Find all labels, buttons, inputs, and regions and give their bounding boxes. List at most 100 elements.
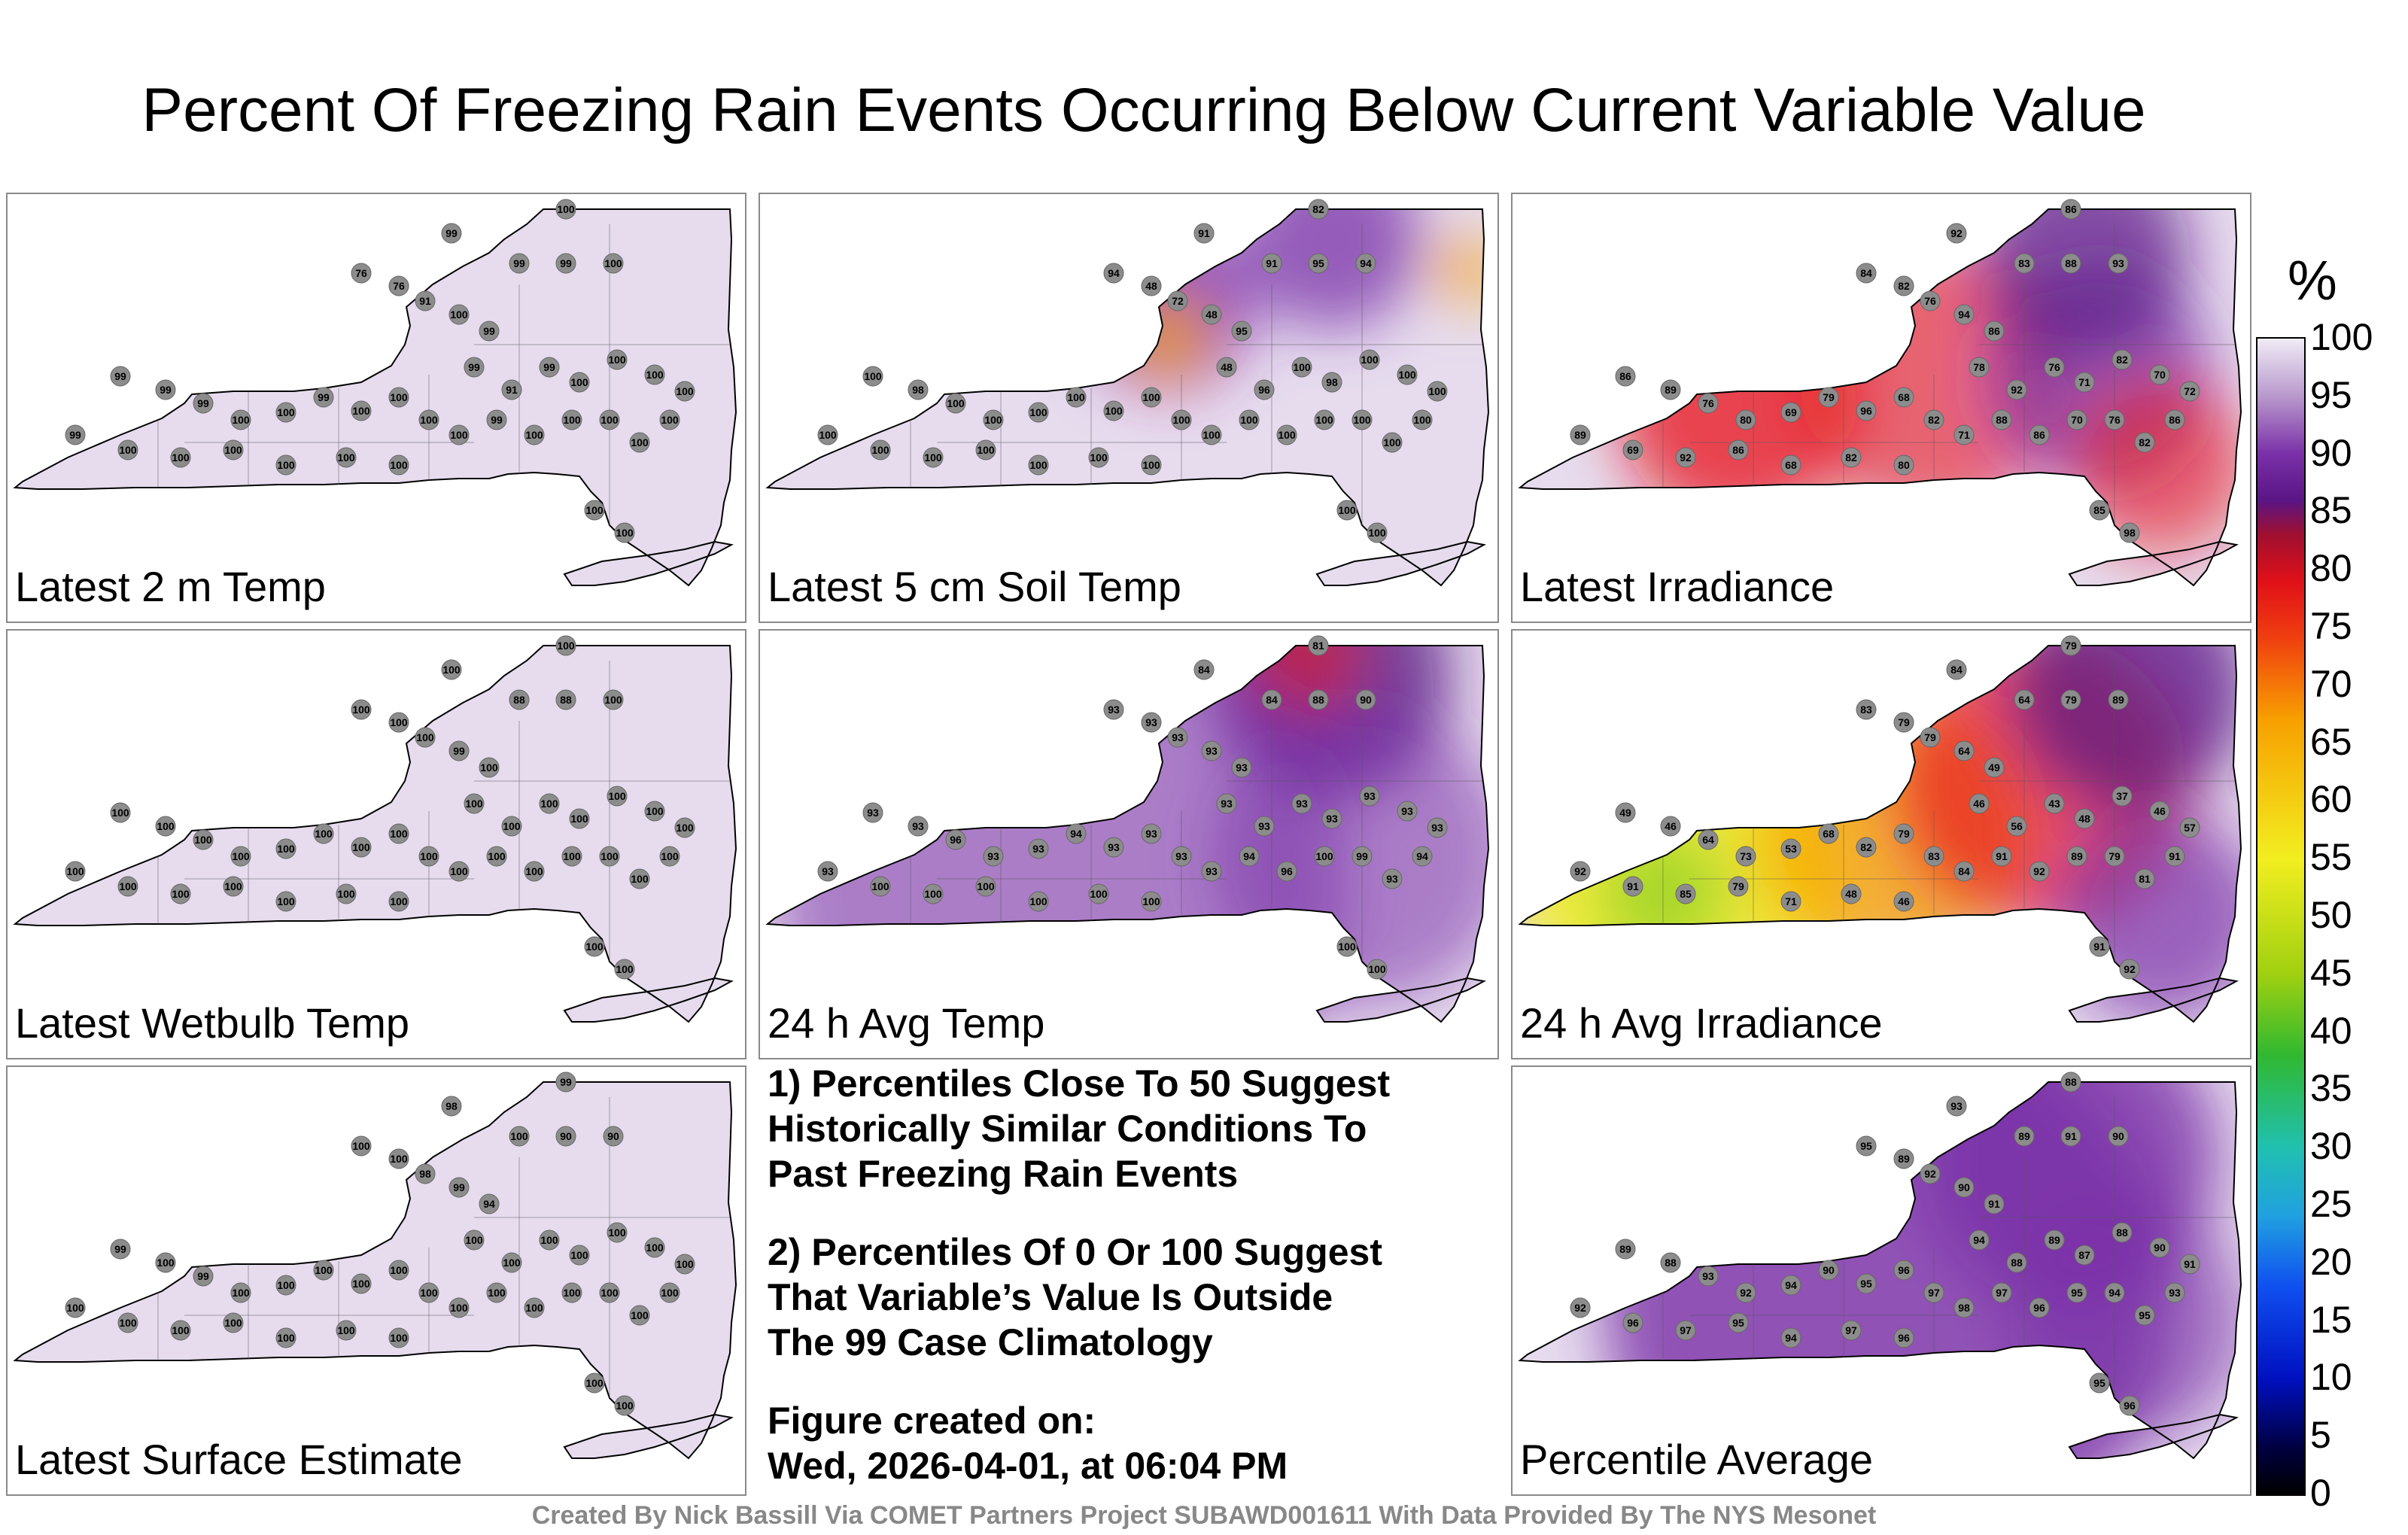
station-dot — [555, 1071, 576, 1093]
station-dot — [983, 846, 1004, 867]
station-value: 99 — [445, 227, 458, 239]
station-dot — [1308, 689, 1329, 710]
station-value: 100 — [864, 370, 882, 382]
station-value: 49 — [1619, 807, 1631, 819]
station-dot — [110, 1239, 131, 1260]
station-value: 93 — [1145, 716, 1157, 728]
station-marker: 48 — [1141, 275, 1162, 296]
station-value: 100 — [111, 807, 129, 819]
station-dot — [1167, 727, 1188, 748]
station-marker: 100 — [65, 861, 86, 882]
station-dot — [275, 454, 296, 476]
station-marker: 96 — [945, 829, 966, 850]
station-dot — [539, 1230, 560, 1251]
station-dot — [2134, 868, 2155, 889]
station-dot — [1818, 387, 1839, 408]
station-dot — [1728, 439, 1749, 460]
station-value: 100 — [277, 406, 295, 418]
station-value: 99 — [491, 414, 503, 426]
station-dot — [1276, 424, 1297, 445]
station-marker: 96 — [1893, 1260, 1914, 1281]
station-dot — [479, 321, 500, 342]
panel-latest-5cm-soil-temp: 91 82 91 95 94 94 48 72 48 95 48 96 100 98 100 100 100 10… — [759, 193, 1499, 623]
station-value: 94 — [1785, 1279, 1797, 1291]
station-marker: 99 — [65, 424, 86, 445]
station-marker: 93 — [2108, 253, 2129, 274]
figure-title: Percent Of Freezing Rain Events Occurrin… — [141, 76, 2146, 144]
station-value: 71 — [2078, 376, 2090, 388]
station-dot — [674, 817, 695, 838]
station-dot — [2066, 409, 2087, 430]
station-value: 100 — [631, 873, 649, 885]
station-value: 100 — [390, 716, 408, 728]
station-value: 94 — [1973, 1234, 1985, 1246]
station-dot — [110, 366, 131, 387]
station-value: 100 — [977, 444, 995, 456]
station-marker: 100 — [599, 409, 620, 430]
station-marker: 100 — [464, 1230, 485, 1251]
station-value: 90 — [607, 1130, 619, 1142]
station-dot — [1615, 802, 1636, 823]
station-value: 100 — [676, 385, 694, 397]
station-dot — [388, 1327, 409, 1348]
station-dot — [584, 1372, 605, 1394]
station-dot — [629, 432, 650, 453]
station-value: 100 — [608, 354, 626, 366]
station-marker: 95 — [1856, 1273, 1877, 1294]
station-value: 100 — [1240, 414, 1258, 426]
station-dot — [644, 364, 665, 385]
station-dot — [2112, 786, 2133, 807]
station-value: 93 — [1145, 828, 1157, 840]
station-value: 79 — [1823, 391, 1835, 403]
station-marker: 100 — [1141, 387, 1162, 408]
station-dot — [2119, 959, 2140, 980]
station-marker: 100 — [870, 439, 891, 460]
station-marker: 80 — [1893, 454, 1914, 476]
station-value: 100 — [676, 822, 694, 834]
station-marker: 100 — [351, 699, 372, 720]
station-dot — [2006, 1252, 2027, 1273]
station-dot — [629, 1305, 650, 1326]
station-marker: 100 — [509, 1126, 530, 1147]
station-marker: 83 — [1856, 699, 1877, 720]
station-value: 100 — [570, 376, 588, 388]
station-value: 100 — [337, 451, 355, 464]
station-value: 37 — [2116, 790, 2128, 802]
station-marker: 89 — [1615, 1239, 1636, 1260]
station-marker: 100 — [1351, 409, 1373, 430]
colorbar-tick: 55 — [2310, 836, 2352, 879]
station-dot — [1291, 357, 1312, 378]
station-marker: 100 — [117, 439, 138, 460]
station-dot — [1780, 838, 1801, 859]
note-2: 2) Percentiles Of 0 Or 100 Suggest That … — [768, 1231, 1382, 1363]
station-value: 80 — [1740, 414, 1752, 426]
station-dot — [983, 409, 1004, 430]
station-dot — [2060, 253, 2081, 274]
station-marker: 89 — [2108, 689, 2129, 710]
station-marker: 89 — [1660, 379, 1681, 400]
station-value: 100 — [277, 1332, 295, 1344]
state-outline — [1518, 1081, 2242, 1460]
station-marker: 90 — [1953, 1177, 1975, 1198]
station-value: 94 — [1243, 850, 1255, 862]
state-outline — [765, 645, 1490, 1023]
station-marker: 93 — [862, 802, 883, 823]
station-dot — [1141, 891, 1162, 912]
station-value: 100 — [525, 865, 543, 877]
station-marker: 93 — [1698, 1266, 1719, 1287]
station-dot — [2104, 409, 2125, 430]
station-dot — [1660, 1252, 1681, 1273]
station-dot — [2149, 1237, 2170, 1258]
ny-map-percentile-average: 93 88 89 91 90 95 89 92 90 91 94 88 89 87 88 90 91 89 88 93… — [1518, 1071, 2242, 1460]
station-dot — [501, 816, 522, 837]
station-value: 99 — [543, 361, 555, 373]
station-dot — [2108, 253, 2129, 274]
station-value: 93 — [1431, 822, 1443, 834]
station-marker: 100 — [659, 1282, 680, 1303]
panel-latest-surface-estimate: 98 99 100 90 90 100 100 98 99 94 100 100 100 100 100 10… — [6, 1065, 746, 1496]
station-dot — [464, 1230, 485, 1251]
station-value: 100 — [172, 1324, 190, 1336]
station-value: 86 — [2169, 414, 2181, 426]
station-marker: 90 — [555, 1126, 576, 1147]
station-dot — [1336, 936, 1358, 957]
